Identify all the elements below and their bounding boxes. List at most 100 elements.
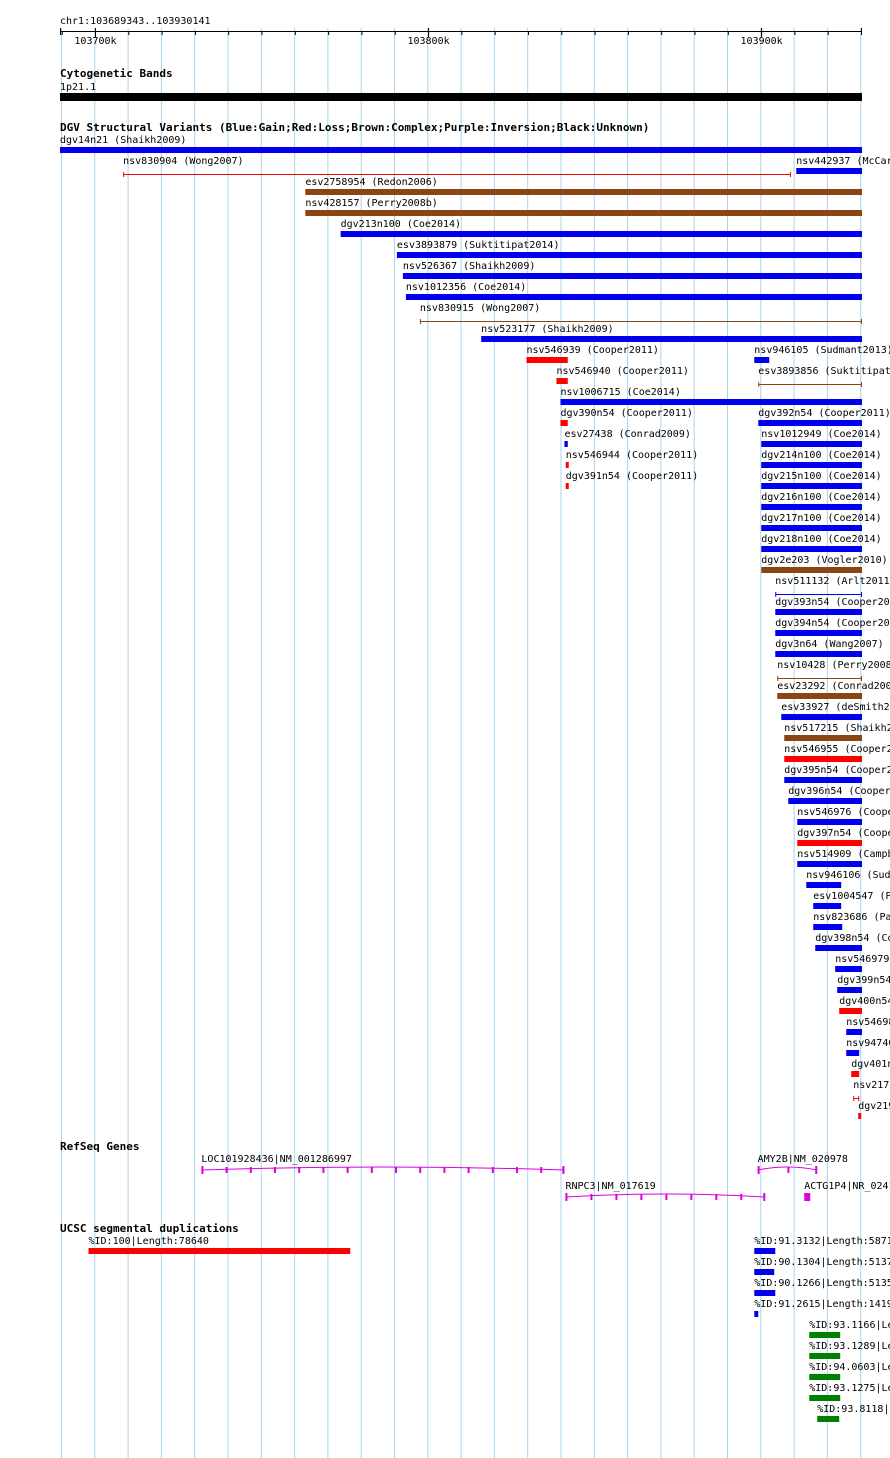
tracks: Cytogenetic Bands 1p21.1 DGV Structural Va… (60, 67, 890, 1422)
variant-bar (396, 252, 862, 258)
gene-label: ACTG1P4|NR_024125 (804, 1181, 890, 1192)
variant-label: nsv830904 (Wong2007) (123, 156, 243, 167)
variant-bar (761, 504, 862, 510)
variant-bar (565, 483, 569, 489)
segdup-label: %ID:93.1275|Length: (809, 1383, 890, 1394)
segdup-bar (809, 1353, 841, 1359)
variant-bar (560, 399, 862, 405)
variant-label: nsv511132 (Arlt2011) (775, 576, 890, 587)
segdup-label: %ID:93.1166|Length: (809, 1320, 890, 1331)
variant-bar (815, 945, 862, 951)
gene-exon (757, 1166, 760, 1174)
variant-bar (761, 483, 862, 489)
gene-exon (298, 1167, 301, 1173)
variant-label: nsv546955 (Cooper2011) (784, 744, 890, 755)
segdup-bar (754, 1311, 759, 1317)
variant-bar (846, 1029, 862, 1035)
variant-bar (839, 1008, 862, 1014)
variant-label: nsv946105 (Sudmant2013) (754, 345, 890, 356)
segdup-bar (754, 1269, 775, 1275)
variant-bar (781, 714, 862, 720)
gene-label: LOC101928436|NM_001286997 (201, 1154, 352, 1165)
variant-label: nsv442937 (McCarroll2008) (796, 156, 890, 167)
variant-label: nsv1006715 (Coe2014) (560, 387, 680, 398)
variant-label: esv3893879 (Suktitipat2014) (397, 240, 560, 251)
gene-exon (804, 1193, 811, 1201)
variant-label: dgv214n100 (Coe2014) (761, 450, 881, 461)
variant-label: dgv391n54 (Cooper2011) (566, 471, 698, 482)
gene-exon (322, 1167, 325, 1173)
variant-label: nsv514909 (Campbell2011) (797, 849, 890, 860)
gene-exon (249, 1167, 252, 1173)
cytoband-bar (60, 93, 862, 101)
variant-label: nsv217 (Sharp2005) (853, 1080, 890, 1091)
gene-exon (491, 1167, 494, 1173)
segdup-bar (754, 1248, 776, 1254)
gene-label: AMY2B|NM_020978 (758, 1154, 848, 1165)
variant-label: dgv398n54 (Cooper2011) (815, 933, 890, 944)
variant-label: nsv546976 (Cooper2011) (797, 807, 890, 818)
segdup-label: %ID:100|Length:78640 (88, 1236, 208, 1247)
segdup-bar (817, 1416, 840, 1422)
gene-exon (516, 1167, 519, 1173)
variant-bar (402, 273, 862, 279)
variant-label: nsv10428 (Perry2008) (777, 660, 890, 671)
grid-lines (61, 28, 862, 1458)
variant-bar (784, 777, 862, 783)
variant-bar (761, 462, 862, 468)
variant-label: nsv428157 (Perry2008b) (305, 198, 437, 209)
variant-label: dgv399n54 (Cooper2011) (837, 975, 890, 986)
gene-exon (565, 1193, 568, 1201)
variant-bar (835, 966, 862, 972)
variant-label: dgv392n54 (Cooper2011) (758, 408, 890, 419)
variant-label: esv2758954 (Redon2006) (305, 177, 437, 188)
gene-exon (615, 1194, 618, 1200)
variant-bar (564, 441, 568, 447)
variant-bar (797, 840, 862, 846)
variant-label: nsv546983 (Cooper2011) (846, 1017, 890, 1028)
gene-exon (690, 1194, 693, 1200)
variant-bar (761, 441, 862, 447)
variant-label: nsv947400 (Sudmant2013) (846, 1038, 890, 1049)
variant-label: nsv823686 (Park2010) (813, 912, 890, 923)
gene-exon (467, 1167, 470, 1173)
gene-exon (740, 1194, 743, 1200)
ruler-tick-label: 103700k (74, 36, 116, 47)
variant-label: esv3893856 (Suktitipat2014) (758, 366, 890, 377)
variant-bar (340, 231, 862, 237)
gene-exon (665, 1194, 668, 1200)
variant-label: dgv219n100 (Coe2014) (858, 1101, 890, 1112)
segdup-bar (809, 1374, 841, 1380)
variant-label: esv27438 (Conrad2009) (564, 429, 690, 440)
variant-label: nsv1012356 (Coe2014) (406, 282, 526, 293)
gene-label: RNPC3|NM_017619 (565, 1181, 655, 1192)
gene-exon (346, 1167, 349, 1173)
ruler-tick-label: 103900k (741, 36, 783, 47)
variant-bar (758, 420, 862, 426)
variant-bar (60, 147, 862, 153)
variant-bar (481, 336, 862, 342)
variant-bar (526, 357, 568, 363)
variant-bar (405, 294, 862, 300)
variant-label: nsv526367 (Shaikh2009) (403, 261, 535, 272)
variant-label: nsv1012949 (Coe2014) (761, 429, 881, 440)
segdup-bar (809, 1395, 841, 1401)
variant-label: dgv397n54 (Cooper2011) (797, 828, 890, 839)
variant-label: nsv546939 (Cooper2011) (526, 345, 658, 356)
variant-bar (754, 357, 770, 363)
variant-label: dgv401n54 (Cooper2011) (851, 1059, 890, 1070)
variant-label: dgv390n54 (Cooper2011) (560, 408, 692, 419)
variant-bar (797, 861, 862, 867)
variant-bar (806, 882, 842, 888)
variant-bar (565, 462, 569, 468)
variant-label: dgv2e203 (Vogler2010) (761, 555, 887, 566)
locus-label: chr1:103689343..103930141 (60, 16, 211, 27)
segdup-label: %ID:94.0603|Length: (809, 1362, 890, 1373)
variant-bar (858, 1113, 862, 1119)
segdup-label: %ID:93.1289|Length: (809, 1341, 890, 1352)
track-title-cytoband: Cytogenetic Bands (60, 67, 173, 80)
gene-intron (201, 1166, 565, 1171)
variant-bar (788, 798, 862, 804)
